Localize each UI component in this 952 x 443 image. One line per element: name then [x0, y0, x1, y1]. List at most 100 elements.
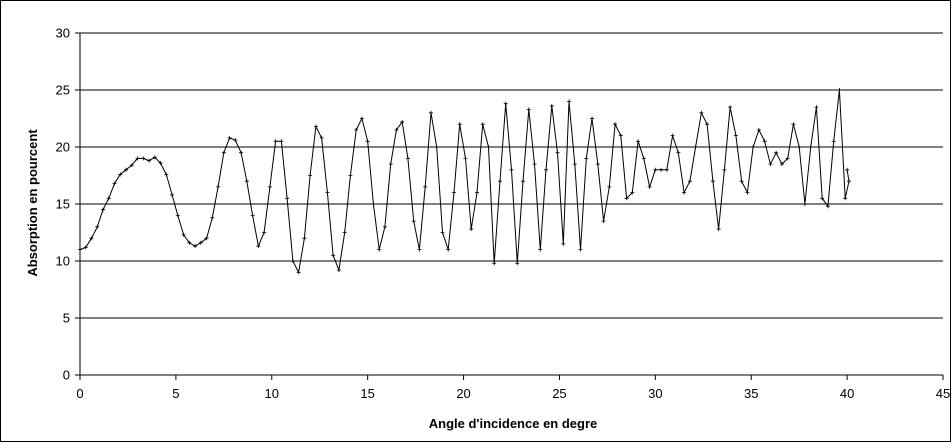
data-point [664, 167, 669, 172]
data-point [193, 244, 198, 249]
data-point [112, 181, 117, 186]
data-point [607, 184, 612, 189]
data-point [693, 145, 698, 149]
data-point [845, 167, 850, 172]
y-tick-label: 5 [63, 311, 70, 326]
data-point [595, 162, 600, 167]
data-point [613, 122, 618, 127]
data-point [722, 167, 727, 172]
data-point [705, 122, 710, 127]
data-point [331, 253, 336, 258]
data-point [181, 232, 186, 237]
data-point [124, 167, 129, 172]
data-point [699, 110, 704, 115]
x-tick-label: 45 [936, 386, 950, 401]
data-point [636, 139, 641, 144]
x-tick-label: 35 [744, 386, 758, 401]
data-point [135, 156, 140, 161]
data-point [492, 261, 497, 266]
data-point [521, 179, 526, 184]
data-point [515, 261, 520, 266]
x-tick-label: 20 [456, 386, 470, 401]
data-point [233, 138, 238, 143]
data-point [584, 156, 589, 161]
data-point [198, 240, 203, 245]
data-point [273, 139, 278, 144]
data-point [561, 241, 566, 246]
x-tick-label: 10 [265, 386, 279, 401]
data-point [83, 245, 88, 250]
data-point [354, 127, 359, 132]
y-axis-ticks: 0 5 10 15 20 25 30 [56, 26, 80, 383]
data-point [227, 135, 232, 140]
data-point [405, 156, 410, 161]
data-point [290, 259, 295, 263]
series-line [79, 89, 850, 274]
data-point [95, 224, 100, 229]
data-point [526, 107, 531, 112]
data-point [446, 247, 451, 252]
data-point [239, 150, 244, 155]
data-point [837, 88, 842, 92]
data-point [768, 162, 773, 167]
data-point [497, 179, 502, 184]
data-point [101, 207, 106, 212]
data-point [428, 110, 433, 115]
data-point [503, 101, 508, 106]
series-group [78, 88, 852, 275]
data-point [440, 230, 445, 235]
data-point [204, 236, 209, 241]
data-point [365, 139, 370, 144]
data-point [544, 167, 549, 172]
data-point [411, 219, 416, 224]
data-point [762, 139, 767, 144]
data-point [244, 179, 249, 184]
data-point [388, 162, 393, 167]
data-point [250, 213, 255, 218]
data-point [687, 179, 692, 184]
data-point [630, 190, 635, 195]
data-point [170, 192, 175, 197]
gridlines [80, 32, 943, 319]
y-tick-label: 15 [56, 197, 70, 212]
data-point [382, 224, 387, 229]
data-point [319, 135, 324, 140]
data-point [118, 172, 123, 177]
data-point [141, 156, 146, 161]
data-point [756, 127, 761, 132]
data-point [336, 268, 341, 273]
data-point [216, 184, 221, 189]
data-point [480, 122, 485, 127]
y-axis-title: Absorption en pourcent [25, 129, 40, 277]
data-point [210, 215, 215, 220]
data-point [509, 167, 514, 172]
data-point [394, 127, 399, 132]
data-point [474, 190, 479, 195]
data-point [590, 116, 595, 121]
data-point [808, 145, 813, 149]
data-point [285, 196, 290, 201]
data-point [313, 124, 318, 129]
data-point [831, 139, 836, 144]
data-point [279, 139, 284, 144]
data-point [682, 190, 687, 195]
y-tick-label: 10 [56, 254, 70, 269]
data-point [89, 236, 94, 241]
data-point [785, 156, 790, 161]
data-point [302, 236, 307, 241]
x-tick-label: 25 [552, 386, 566, 401]
x-tick-label: 40 [840, 386, 854, 401]
data-point [451, 190, 456, 195]
data-point [175, 213, 180, 218]
data-point [164, 172, 169, 177]
data-point [308, 173, 313, 178]
data-point [342, 230, 347, 235]
data-point [486, 145, 491, 149]
data-point [377, 247, 382, 252]
data-point [710, 179, 715, 184]
data-point [359, 116, 364, 121]
data-point [847, 179, 852, 184]
data-point [423, 184, 428, 189]
data-point [797, 145, 802, 149]
